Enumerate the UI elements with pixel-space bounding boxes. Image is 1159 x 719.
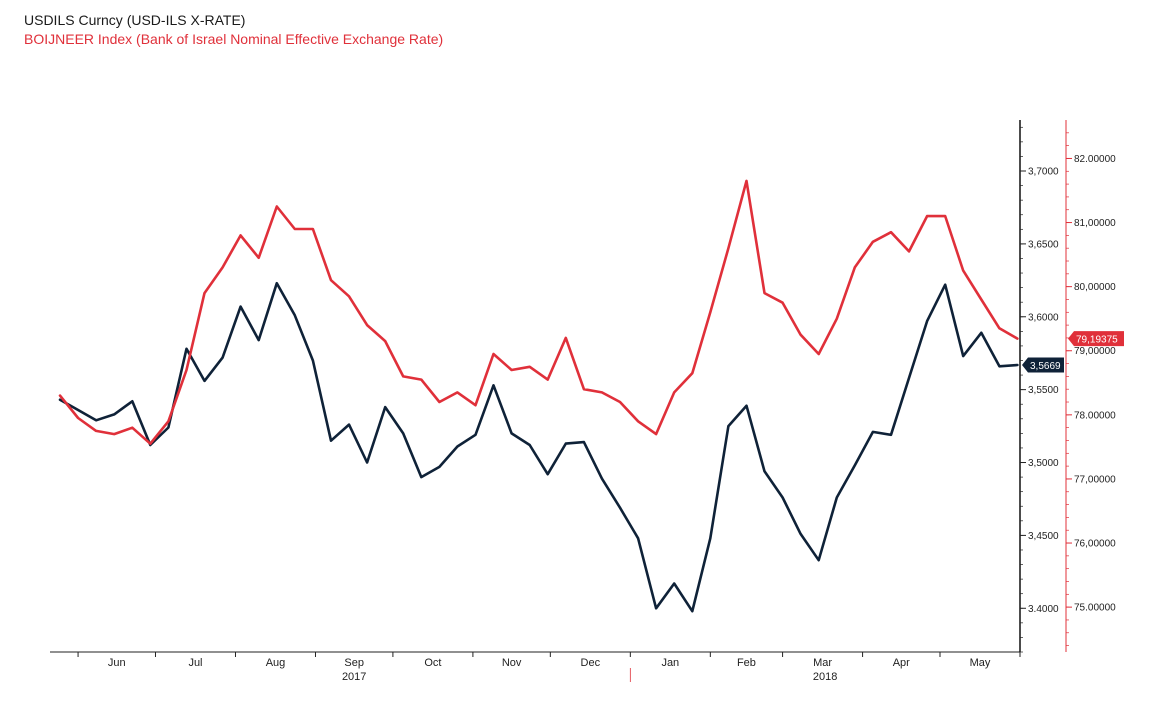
x-tick-label: Sep xyxy=(344,657,364,669)
y-tick-label: 80,00000 xyxy=(1074,282,1116,293)
y-tick-label: 3,4500 xyxy=(1028,531,1059,542)
x-tick-label: Apr xyxy=(893,657,910,669)
y-tick-label: 79,00000 xyxy=(1074,346,1116,357)
last-value-labels: 3,5669 79,19375 xyxy=(1022,331,1124,373)
y-tick-label: 3,5500 xyxy=(1028,385,1059,396)
axes: Jun Jul Aug Sep Oct Nov Dec Jan Feb Mar Apr May 2017… xyxy=(50,120,1116,683)
x-tick-label: Nov xyxy=(502,657,522,669)
y-tick-label: 3.4000 xyxy=(1028,604,1059,615)
legend-series-usdils: USDILS Curncy (USD-ILS X-RATE) xyxy=(24,12,246,28)
x-tick-label: Mar xyxy=(813,657,832,669)
x-tick-label: Aug xyxy=(266,657,286,669)
y-tick-label: 82.00000 xyxy=(1074,154,1116,165)
year-label: 2017 xyxy=(342,671,366,683)
x-tick-label: May xyxy=(970,657,991,669)
y-tick-label: 76,00000 xyxy=(1074,539,1116,550)
boijneer-last-value-tag xyxy=(1068,331,1124,347)
last-value-label: 3,5669 xyxy=(1030,361,1061,372)
y-tick-label: 77,00000 xyxy=(1074,474,1116,485)
x-tick-label: Jun xyxy=(108,657,126,669)
legend-series-boijneer: BOIJNEER Index (Bank of Israel Nominal E… xyxy=(24,31,444,47)
y-tick-label: 3,6000 xyxy=(1028,312,1059,323)
last-value-label: 79,19375 xyxy=(1076,335,1118,346)
usdils-last-value-tag xyxy=(1022,357,1064,373)
y-tick-label: 81,00000 xyxy=(1074,218,1116,229)
year-label: 2018 xyxy=(813,671,837,683)
boijneer-series-line xyxy=(58,179,1019,445)
y-tick-label: 3,5000 xyxy=(1028,458,1059,469)
x-tick-label: Feb xyxy=(737,657,756,669)
y-tick-label: 3,6500 xyxy=(1028,239,1059,250)
x-tick-label: Jan xyxy=(661,657,679,669)
y-tick-label: 3,7000 xyxy=(1028,167,1059,178)
usdils-series-line xyxy=(58,281,1019,613)
y-tick-label: 75.00000 xyxy=(1074,603,1116,614)
x-tick-label: Dec xyxy=(581,657,601,669)
legend: USDILS Curncy (USD-ILS X-RATE) BOIJNEER … xyxy=(24,11,443,49)
series-lines xyxy=(58,179,1019,613)
y-tick-label: 78.00000 xyxy=(1074,410,1116,421)
x-tick-label: Oct xyxy=(424,657,441,669)
x-tick-label: Jul xyxy=(188,657,202,669)
